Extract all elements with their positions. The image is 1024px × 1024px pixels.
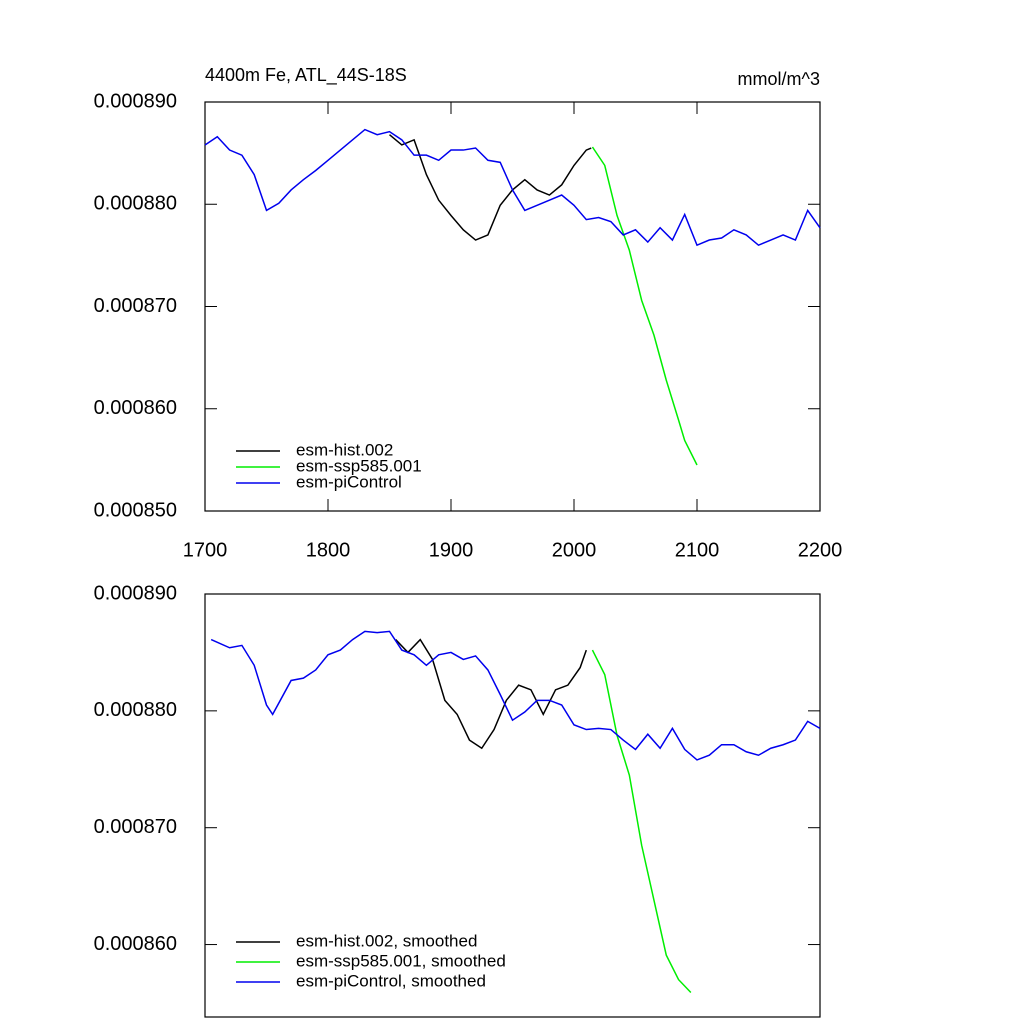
legend-label: esm-hist.002, smoothed	[296, 931, 477, 950]
series-line	[210, 630, 821, 761]
chart-title: 4400m Fe, ATL_44S-18S	[205, 65, 407, 86]
x-tick-label: 1700	[183, 539, 228, 561]
y-tick-label: 0.000890	[94, 582, 177, 604]
x-tick-label: 2100	[675, 539, 720, 561]
y-tick-label: 0.000880	[94, 193, 177, 215]
series-line	[389, 134, 592, 241]
series-line	[204, 128, 821, 247]
series-line	[591, 649, 692, 993]
legend-label: esm-piControl	[296, 472, 402, 491]
x-tick-label: 2200	[798, 539, 843, 561]
y-tick-label: 0.000850	[94, 499, 177, 521]
y-tick-label: 0.000880	[94, 699, 177, 721]
x-tick-label: 2000	[552, 539, 597, 561]
legend-label: esm-hist.002	[296, 440, 393, 459]
units-label: mmol/m^3	[738, 69, 820, 89]
y-tick-label: 0.000860	[94, 933, 177, 955]
plot-frame	[204, 593, 821, 1018]
x-tick-label: 1900	[429, 539, 474, 561]
series-line	[395, 638, 588, 750]
y-tick-label: 0.000870	[94, 816, 177, 838]
legend-label: esm-piControl, smoothed	[296, 971, 486, 990]
y-tick-label: 0.000870	[94, 295, 177, 317]
legend-label: esm-ssp585.001	[296, 456, 422, 475]
y-tick-label: 0.000890	[94, 90, 177, 112]
y-tick-label: 0.000860	[94, 397, 177, 419]
x-tick-label: 1800	[306, 539, 351, 561]
legend-label: esm-ssp585.001, smoothed	[296, 951, 506, 970]
series-line	[591, 146, 698, 466]
